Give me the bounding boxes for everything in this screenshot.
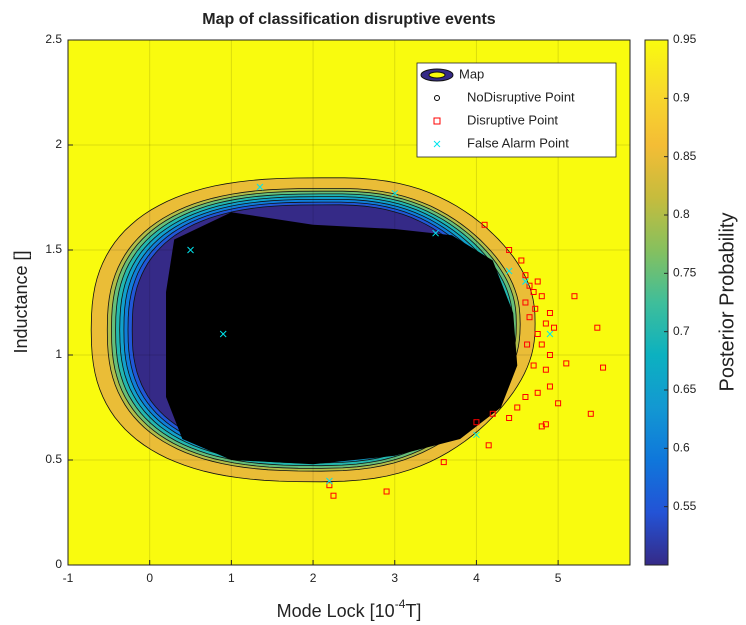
x-tick-label: 3 xyxy=(391,571,398,585)
colorbar-tick-label: 0.55 xyxy=(673,499,697,513)
disruptive-point xyxy=(526,282,533,289)
y-tick-label: 0 xyxy=(55,557,62,571)
disruptive-point xyxy=(530,289,537,295)
disruptive-point xyxy=(526,314,533,321)
colorbar-tick-label: 0.6 xyxy=(673,441,690,455)
disruptive-point xyxy=(440,459,447,466)
colorbar-tick-label: 0.85 xyxy=(673,149,697,163)
false-alarm-point xyxy=(522,278,529,285)
disruptive-point xyxy=(485,442,492,449)
plot-area xyxy=(68,40,630,565)
x-label-part: T] xyxy=(405,601,421,621)
colorbar-tick-label: 0.9 xyxy=(673,91,690,105)
disruptive-point xyxy=(546,383,553,390)
disruptive-point xyxy=(542,366,549,373)
disruptive-point xyxy=(514,404,521,411)
false-alarm-point xyxy=(391,189,399,197)
y-tick-label: 1.5 xyxy=(45,242,62,256)
disruptive-point xyxy=(542,320,549,327)
legend-label: Disruptive Point xyxy=(467,112,558,127)
legend-marker xyxy=(433,140,441,148)
disruptive-point xyxy=(571,293,578,300)
x-tick-label: 1 xyxy=(228,571,235,585)
legend-marker xyxy=(434,95,440,101)
disruptive-point xyxy=(522,394,529,400)
disruptive-point xyxy=(532,305,539,312)
colorbar-tick-label: 0.7 xyxy=(673,324,690,338)
disruptive-point xyxy=(506,247,513,253)
false-alarm-point xyxy=(432,229,439,237)
disruptive-point xyxy=(551,324,558,331)
colorbar xyxy=(644,39,669,566)
x-label-part: Mode Lock [10 xyxy=(277,601,395,621)
false-alarm-point xyxy=(473,431,480,439)
disruptive-point xyxy=(473,419,480,426)
colorbar-tick-label: 0.95 xyxy=(673,32,697,46)
y-tick-label: 1 xyxy=(55,347,62,361)
disruptive-point xyxy=(587,410,594,417)
disruptive-point xyxy=(330,492,337,499)
no-disruptive-region xyxy=(166,212,518,465)
disruptive-point xyxy=(534,389,541,396)
disruptive-point xyxy=(524,341,531,348)
disruptive-point xyxy=(546,352,553,358)
disruptive-point xyxy=(534,278,541,285)
x-tick-label: -1 xyxy=(63,571,74,585)
false-alarm-point xyxy=(219,330,227,338)
disruptive-point xyxy=(481,221,488,228)
colorbar-label: Posterior Probability xyxy=(716,213,738,392)
false-alarm-point xyxy=(326,477,333,485)
disruptive-point xyxy=(546,310,553,316)
y-axis-label: Inductance [] xyxy=(11,250,31,353)
disruptive-point xyxy=(326,482,333,489)
y-tick-label: 2 xyxy=(55,137,62,151)
disruptive-point xyxy=(538,293,545,300)
axes: -1 0 1 2 3 4 500.511.522.50.550.60.650.70.750.… xyxy=(45,32,696,585)
disruptive-point xyxy=(534,331,541,337)
plot-frame xyxy=(67,39,631,566)
disruptive-point xyxy=(538,423,545,430)
disruptive-point xyxy=(530,362,537,369)
y-tick-label: 0.5 xyxy=(45,452,62,466)
disruptive-point xyxy=(538,341,545,348)
x-axis-label: Mode Lock [10-4T] xyxy=(277,597,422,621)
false-alarm-point xyxy=(546,330,554,338)
colorbar-tick-label: 0.8 xyxy=(673,207,690,221)
disruptive-point xyxy=(555,400,562,407)
disruptive-point xyxy=(506,415,513,421)
false-alarm-point xyxy=(187,246,194,254)
disruptive-point xyxy=(600,364,607,371)
disruptive-point xyxy=(563,360,570,367)
disruptive-point xyxy=(594,324,601,331)
legend-map-icon xyxy=(428,71,446,79)
y-tick-label: 2.5 xyxy=(45,32,62,46)
disruptive-point xyxy=(522,299,529,306)
chart-title: Map of classification disruptive events xyxy=(202,11,496,28)
legend-label: Map xyxy=(459,66,484,81)
false-alarm-point xyxy=(505,267,513,275)
colorbar-tick-label: 0.65 xyxy=(673,382,697,396)
x-label-sup: -4 xyxy=(395,597,406,611)
legend-label: False Alarm Point xyxy=(467,135,569,150)
disruptive-point xyxy=(383,488,390,495)
disruptive-point xyxy=(489,410,496,417)
x-tick-label: 2 xyxy=(310,571,317,585)
disruptive-point xyxy=(518,257,525,264)
colorbar-tick-label: 0.75 xyxy=(673,266,697,280)
legend-marker xyxy=(433,117,441,125)
false-alarm-point xyxy=(256,183,264,191)
x-tick-label: 4 xyxy=(473,571,480,585)
legend-label: NoDisruptive Point xyxy=(467,89,575,104)
disruptive-point xyxy=(522,272,529,279)
x-tick-label: 0 xyxy=(146,571,153,585)
x-tick-label: 5 xyxy=(555,571,562,585)
